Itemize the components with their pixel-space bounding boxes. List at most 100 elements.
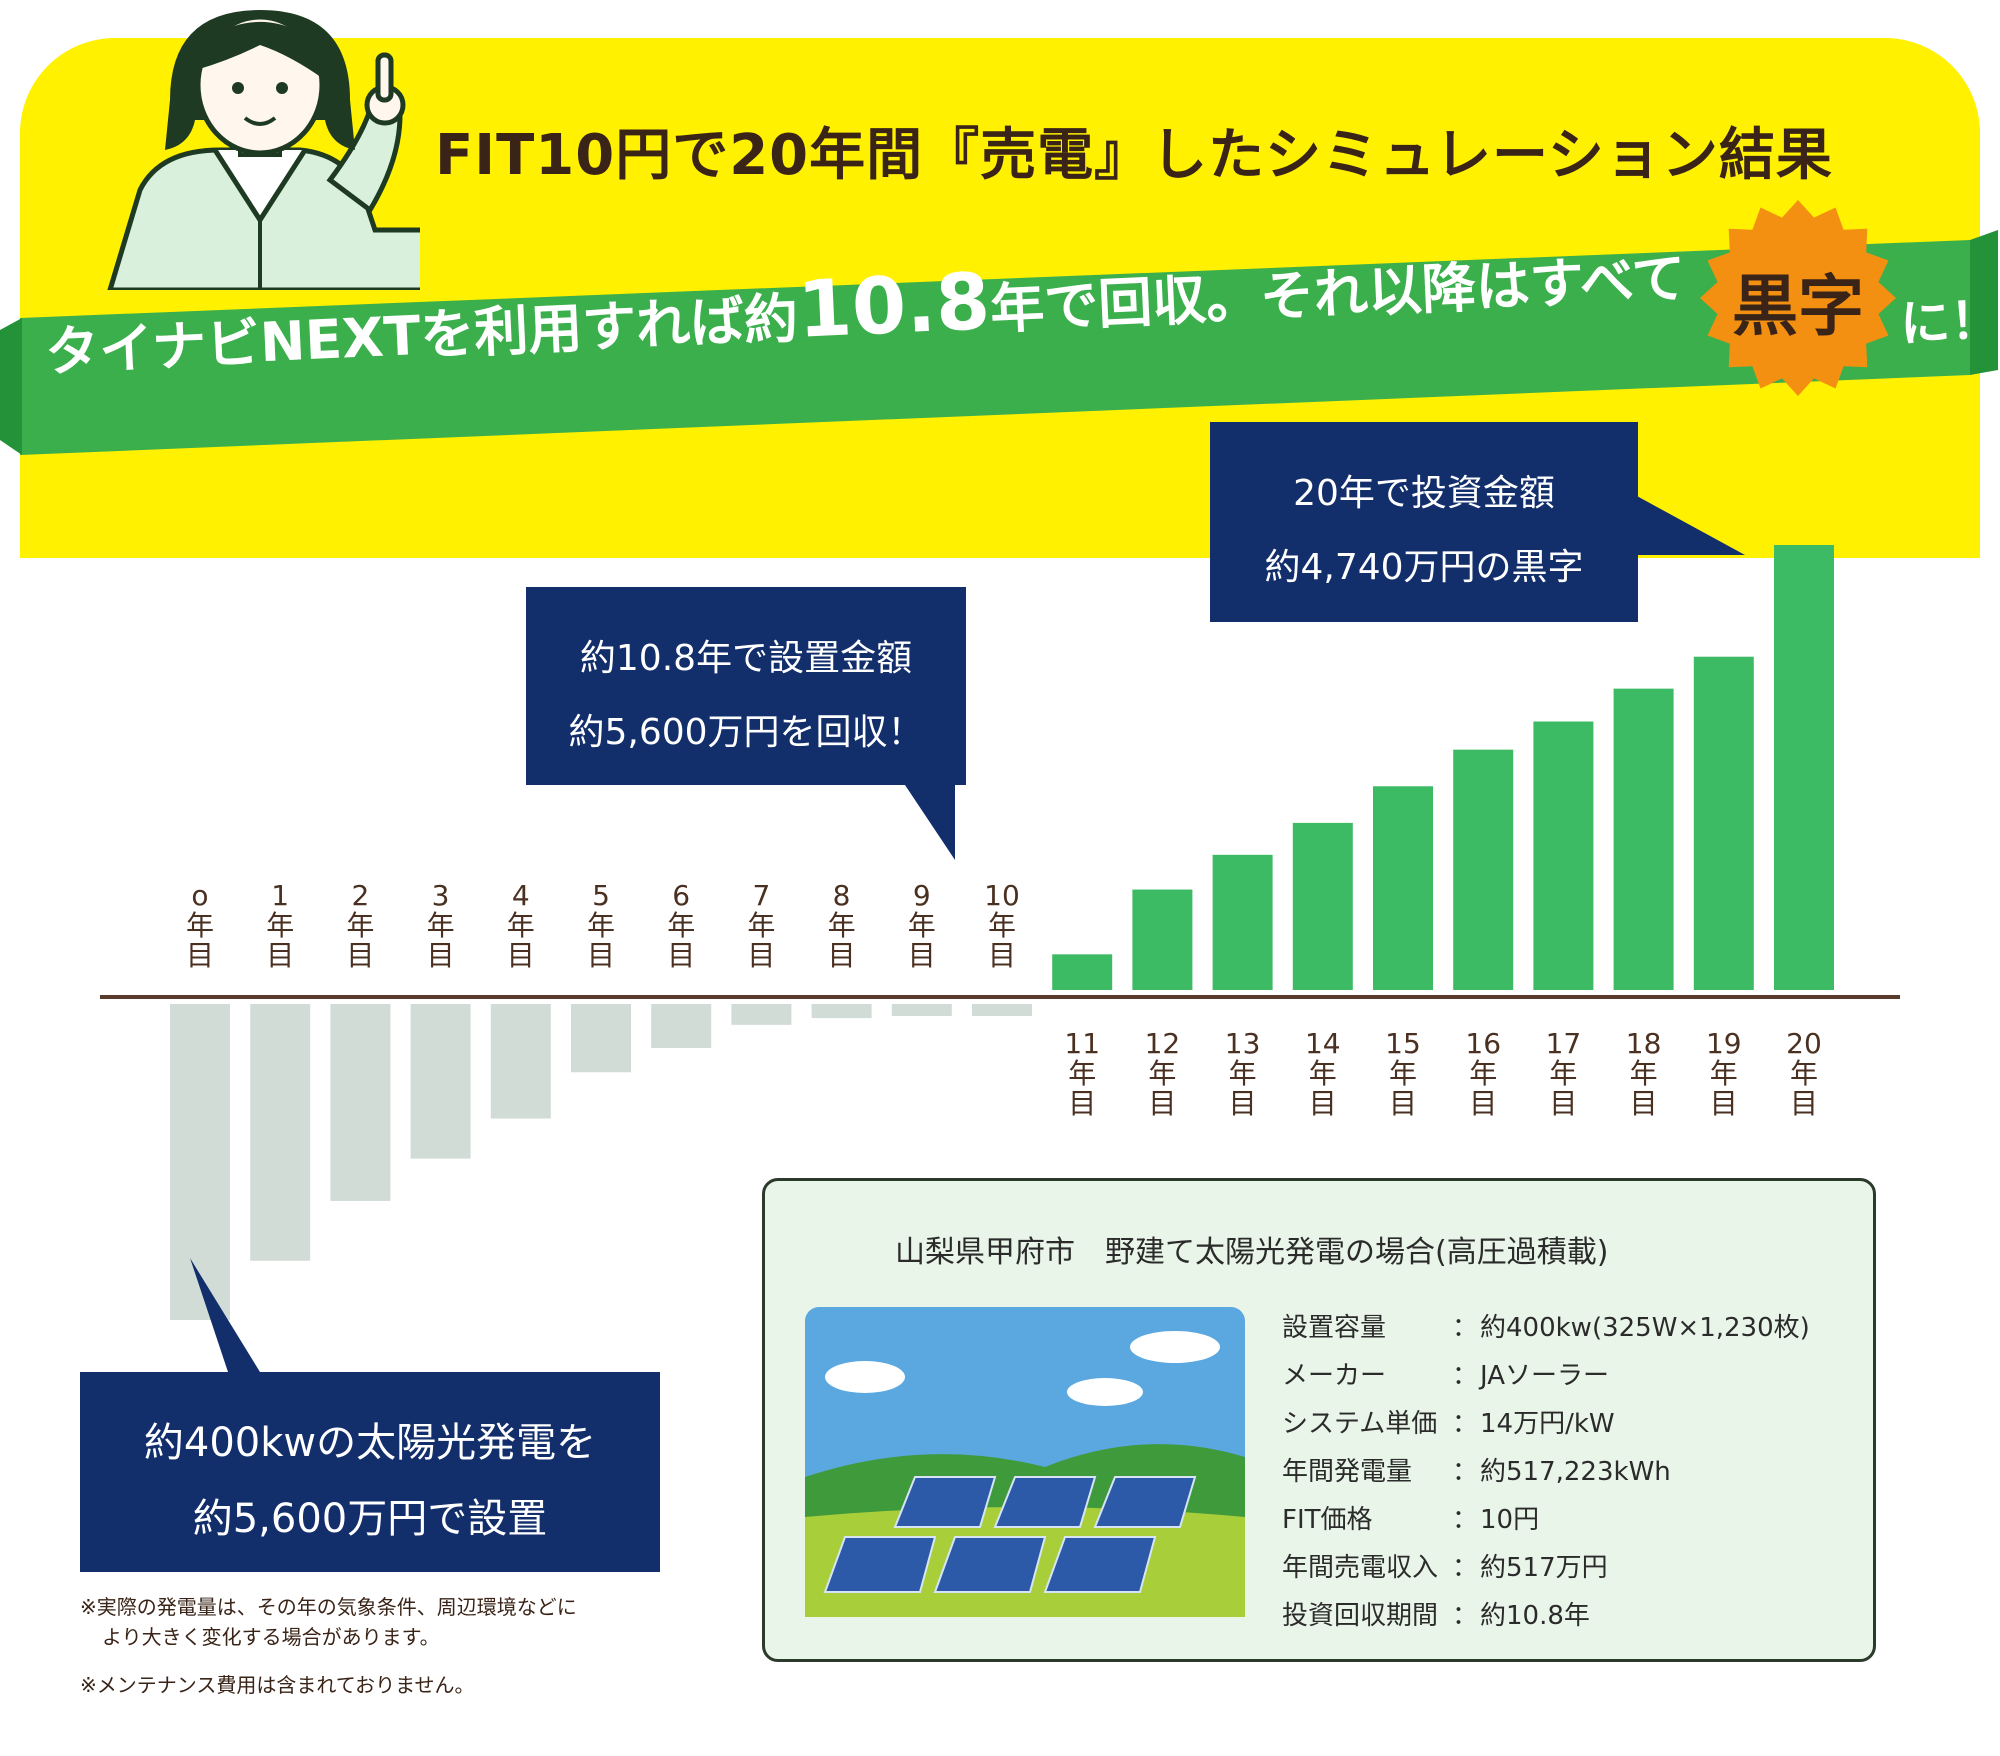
tick-label: 2 [351,879,369,912]
spec-row: 年間発電量 ：約517,223kWh [1282,1451,1671,1488]
bar-2年目 [330,1004,391,1201]
callout-install-line2: 約5,600万円で設置 [192,1496,548,1542]
callout-payback: 約10.8年で設置金額 約5,600万円を回収！ [526,587,966,785]
tick-label: 目 [1549,1087,1577,1120]
tick-label: 目 [1630,1087,1658,1120]
spec-panel: 山梨県甲府市 野建て太陽光発電の場合(高圧過積載) 設置容量 ：約400kw(32… [762,1178,1876,1662]
tick-label: 4 [512,879,530,912]
bar-o年目 [170,1004,230,1320]
spec-row: 投資回収期間 ：約10.8年 [1282,1595,1590,1632]
tick-label: 年 [1148,1057,1176,1090]
spec-label: 年間売電収入 [1282,1553,1439,1583]
bar-9年目 [891,1004,952,1016]
tick-label: 目 [1469,1087,1497,1120]
note-weather-line1: ※実際の発電量は、その年の気象条件、周辺環境などに [80,1595,577,1619]
tick-label: 10 [984,879,1020,912]
tick-label: 目 [507,939,535,972]
tick-label: 目 [1309,1087,1337,1120]
bar-12年目 [1132,889,1193,990]
callout-tail-profit [1635,495,1745,555]
tick-label: 年 [1549,1057,1577,1090]
tick-label: 17 [1546,1027,1582,1060]
callout-tail-payback [905,785,955,860]
tick-label: 目 [427,939,455,972]
bar-15年目 [1373,786,1433,990]
tick-label: 6 [672,879,690,912]
bar-18年目 [1613,688,1674,990]
tick-label: 目 [1790,1087,1818,1120]
bar-17年目 [1533,721,1594,990]
spec-separator: ： [1452,1505,1479,1535]
tick-label: 9 [913,879,931,912]
tick-label: 目 [747,939,775,972]
spec-label: メーカー [1282,1361,1387,1391]
spec-value: 10円 [1480,1505,1540,1535]
callout-payback-line1: 約10.8年で設置金額 [579,638,913,679]
bar-19年目 [1693,656,1754,990]
tick-label: 目 [186,939,214,972]
spec-title: 山梨県甲府市 野建て太陽光発電の場合(高圧過積載) [895,1235,1609,1270]
spec-separator: ： [1452,1601,1479,1631]
tick-label: 年 [1389,1057,1417,1090]
tick-label: 12 [1145,1027,1181,1060]
spec-label: 投資回収期間 [1282,1601,1439,1631]
tick-label: 年 [1710,1057,1738,1090]
spec-value: 約400kw(325W×1,230枚) [1480,1313,1810,1343]
spec-row: FIT価格 ：10円 [1282,1499,1539,1536]
spec-value: 約10.8年 [1480,1601,1590,1631]
bar-11年目 [1052,954,1113,990]
bar-20年目 [1774,545,1834,990]
spec-separator: ： [1452,1457,1479,1487]
bar-8年目 [811,1004,872,1019]
tick-label: 19 [1706,1027,1742,1060]
bar-16年目 [1453,749,1514,990]
tick-label: 目 [1148,1087,1176,1120]
tick-label: 年 [988,909,1016,942]
bar-3年目 [410,1004,471,1159]
tick-label: 目 [1710,1087,1738,1120]
tick-label: 年 [1309,1057,1337,1090]
spec-separator: ： [1452,1361,1479,1391]
tick-label: 年 [1229,1057,1257,1090]
spec-row: メーカー ：JAソーラー [1282,1355,1609,1392]
tick-label: 年 [908,909,936,942]
tick-label: 目 [266,939,294,972]
spec-label: 年間発電量 [1282,1457,1413,1487]
note-weather-line2: より大きく変化する場合があります。 [102,1625,440,1649]
callout-install-line1: 約400kwの太陽光発電を [143,1420,597,1466]
callout-profit-line2: 約4,740万円の黒字 [1264,547,1584,588]
solar-farm-illustration [805,1307,1245,1617]
spec-row: 年間売電収入 ：約517万円 [1282,1547,1608,1584]
spec-separator: ： [1452,1313,1479,1343]
callout-install: 約400kwの太陽光発電を 約5,600万円で設置 [80,1372,660,1572]
callout-payback-line2: 約5,600万円を回収！ [568,712,924,753]
tick-label: 年 [507,909,535,942]
note-weather: ※実際の発電量は、その年の気象条件、周辺環境などに より大きく変化する場合があり… [80,1592,577,1652]
tick-label: 目 [587,939,615,972]
spec-value: 約517,223kWh [1480,1457,1671,1487]
callout-profit: 20年で投資金額 約4,740万円の黒字 [1210,422,1638,622]
tick-label: 15 [1385,1027,1421,1060]
bar-10年目 [972,1004,1032,1016]
tick-label: 目 [667,939,695,972]
tick-label: 年 [186,909,214,942]
callout-tail-install [190,1258,260,1372]
spec-value: 約517万円 [1480,1553,1608,1583]
tick-label: 目 [346,939,374,972]
bar-14年目 [1292,822,1353,990]
tick-label: 年 [1068,1057,1096,1090]
badge-text-kuroji: 黒字 [1732,268,1864,345]
bar-4年目 [490,1004,551,1119]
tick-label: 18 [1626,1027,1662,1060]
tick-label: 14 [1305,1027,1341,1060]
spec-separator: ： [1452,1553,1479,1583]
spec-label: 設置容量 [1282,1313,1387,1343]
presenter-woman-illustration [107,10,420,290]
bar-13年目 [1212,854,1273,990]
spec-row: システム単価 ：14万円/kW [1282,1403,1615,1440]
tick-label: 年 [587,909,615,942]
tick-label: 目 [828,939,856,972]
tick-label: 年 [266,909,294,942]
green-banner [0,230,1998,455]
tick-label: 20 [1786,1027,1822,1060]
